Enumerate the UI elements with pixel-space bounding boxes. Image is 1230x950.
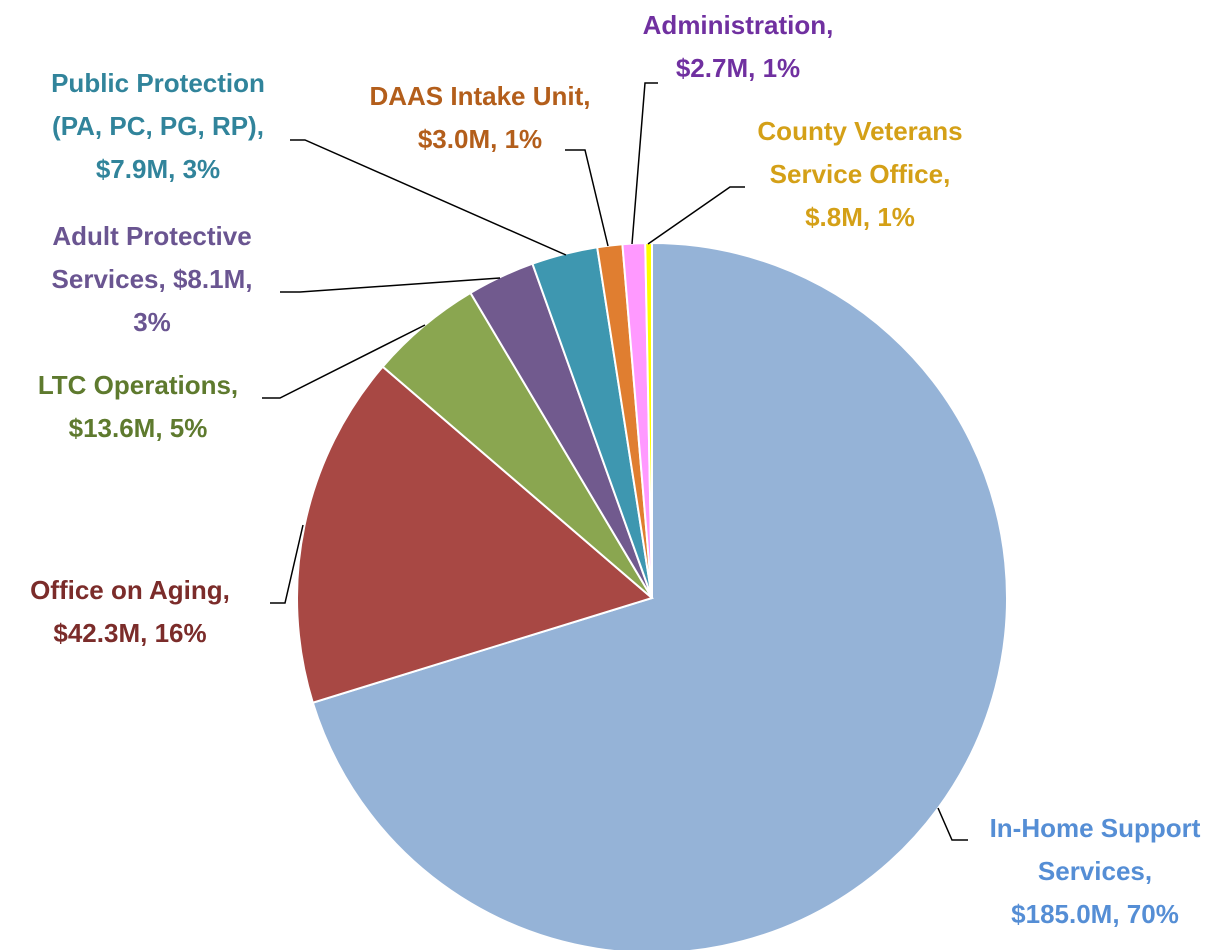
label-word: 70% <box>1120 899 1179 929</box>
label-word: 3% <box>175 154 220 184</box>
leader-line <box>262 324 426 399</box>
label-word: on <box>104 575 143 605</box>
label-word: Public <box>51 68 129 98</box>
label-word: Support <box>1094 813 1201 843</box>
data-label: Office on Aging, $42.3M, 16% <box>30 575 230 648</box>
label-word: (PA, <box>52 111 102 141</box>
data-label: Administration, $2.7M, 1% <box>643 10 834 83</box>
slices <box>296 241 1008 950</box>
label-word: Operations, <box>86 370 238 400</box>
label-word: $3.0M, <box>418 124 498 154</box>
slice <box>296 365 655 704</box>
leader-line <box>647 186 745 245</box>
label-word: 1% <box>870 202 915 232</box>
label-word: Aging, <box>143 575 230 605</box>
label-word: $7.9M, <box>96 154 176 184</box>
data-label: Adult Protective Services, $8.1M, 3% <box>52 221 253 337</box>
leader-lines <box>262 82 968 841</box>
label-word: Unit, <box>526 81 591 111</box>
label-word: RP), <box>205 111 264 141</box>
category-text: Adult Protective Services, <box>52 221 252 294</box>
value-text: $3.0M, 1% <box>418 124 542 154</box>
label-word: $185.0M, <box>1011 899 1119 929</box>
label-word: County <box>757 116 847 146</box>
leader-line <box>280 277 501 293</box>
label-word: Protection <box>129 68 265 98</box>
category-text: County Veterans Service Office, <box>757 116 962 189</box>
label-word: In-Home <box>990 813 1094 843</box>
label-word: 1% <box>755 53 800 83</box>
label-word: 16% <box>147 618 206 648</box>
leader-line <box>565 149 609 247</box>
value-text: $7.9M, 3% <box>96 154 220 184</box>
label-word: LTC <box>38 370 87 400</box>
data-label: LTC Operations, $13.6M, 5% <box>38 370 238 443</box>
label-word: Intake <box>443 81 525 111</box>
data-label: County Veterans Service Office, $.8M, 1% <box>757 116 962 232</box>
value-text: $42.3M, 16% <box>53 618 206 648</box>
label-word: 3% <box>133 307 171 337</box>
label-word: Services, <box>1038 856 1152 886</box>
label-word: PC, <box>102 111 153 141</box>
value-text: $2.7M, 1% <box>676 53 800 83</box>
category-text: Public Protection (PA, PC, PG, RP), <box>51 68 265 141</box>
label-word: Veterans <box>847 116 963 146</box>
value-text: $8.1M, 3% <box>133 264 252 337</box>
data-label: In-Home Support Services, $185.0M, 70% <box>990 813 1201 929</box>
label-word: Office <box>30 575 104 605</box>
data-label: DAAS Intake Unit, $3.0M, 1% <box>369 81 590 154</box>
category-text: DAAS Intake Unit, <box>369 81 590 111</box>
value-text: $13.6M, 5% <box>69 413 208 443</box>
value-text: $185.0M, 70% <box>1011 899 1179 929</box>
label-word: $2.7M, <box>676 53 756 83</box>
leader-line <box>631 82 658 245</box>
leader-line <box>270 524 304 604</box>
label-word: Services, <box>52 264 166 294</box>
label-word: 1% <box>497 124 542 154</box>
label-word: $8.1M, <box>166 264 253 294</box>
leader-line <box>937 807 968 841</box>
label-word: PG, <box>153 111 205 141</box>
data-label: Public Protection (PA, PC, PG, RP), $7.9M,… <box>51 68 265 184</box>
label-word: Office, <box>862 159 950 189</box>
label-word: Adult <box>52 221 119 251</box>
category-text: In-Home Support Services, <box>990 813 1201 886</box>
category-text: LTC Operations, <box>38 370 238 400</box>
label-word: Protective <box>119 221 252 251</box>
leader-line <box>290 139 567 256</box>
category-text: Administration, <box>643 10 834 40</box>
label-word: Service <box>770 159 863 189</box>
label-word: DAAS <box>369 81 443 111</box>
value-text: $.8M, 1% <box>805 202 915 232</box>
label-word: $42.3M, <box>53 618 147 648</box>
label-word: 5% <box>163 413 208 443</box>
label-word: Administration, <box>643 10 834 40</box>
label-word: $13.6M, <box>69 413 163 443</box>
label-word: $.8M, <box>805 202 870 232</box>
category-text: Office on Aging, <box>30 575 230 605</box>
